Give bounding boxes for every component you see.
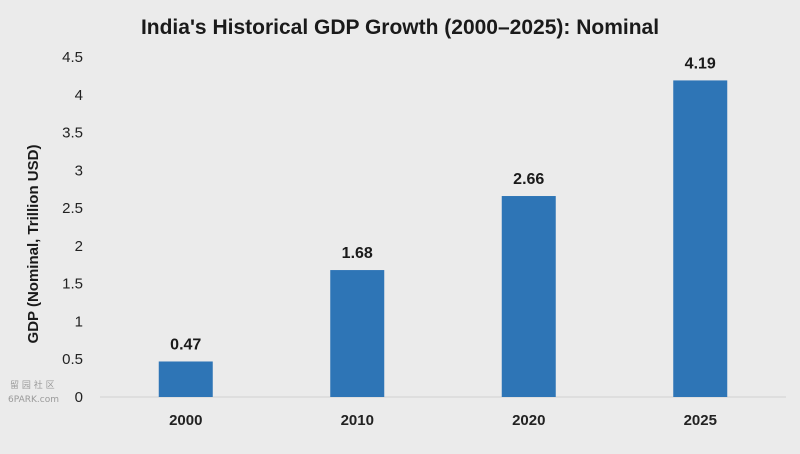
- x-tick-label: 2000: [169, 412, 202, 429]
- data-label-2000: 0.47: [170, 336, 201, 353]
- y-axis-ticks: 0 0.5 1 1.5 2 2.5 3 3.5 4 4.5: [62, 49, 83, 406]
- y-tick-label: 1: [75, 313, 83, 330]
- watermark-line1: 留 园 社 区: [10, 379, 55, 391]
- data-label-2025: 4.19: [685, 55, 716, 72]
- bar-2025: [673, 80, 728, 397]
- x-tick-label: 2025: [684, 412, 717, 429]
- x-tick-label: 2010: [341, 412, 374, 429]
- y-tick-label: 4: [75, 87, 83, 104]
- y-tick-label: 0: [75, 389, 83, 406]
- bars-group: [158, 80, 728, 397]
- y-tick-label: 2: [75, 238, 83, 255]
- y-tick-label: 3: [75, 162, 83, 179]
- value-labels-group: 0.47 1.68 2.66 4.19: [170, 55, 716, 353]
- bar-2000: [158, 361, 213, 397]
- bar-2020: [501, 196, 556, 397]
- data-label-2010: 1.68: [342, 245, 373, 262]
- x-axis-ticks: 2000 2010 2020 2025: [169, 412, 717, 429]
- y-tick-label: 1.5: [62, 276, 83, 293]
- y-tick-label: 0.5: [62, 351, 83, 368]
- y-tick-label: 2.5: [62, 200, 83, 217]
- watermark: 留 园 社 区 6PARK.com: [8, 379, 59, 405]
- y-tick-label: 3.5: [62, 125, 83, 142]
- y-axis-label: GDP (Nominal, Trillion USD): [25, 145, 42, 344]
- y-tick-label: 4.5: [62, 49, 83, 66]
- watermark-line2: 6PARK.com: [8, 395, 59, 405]
- x-tick-label: 2020: [512, 412, 545, 429]
- chart-title: India's Historical GDP Growth (2000–2025…: [141, 16, 659, 39]
- data-label-2020: 2.66: [513, 171, 544, 188]
- bar-2010: [330, 270, 385, 397]
